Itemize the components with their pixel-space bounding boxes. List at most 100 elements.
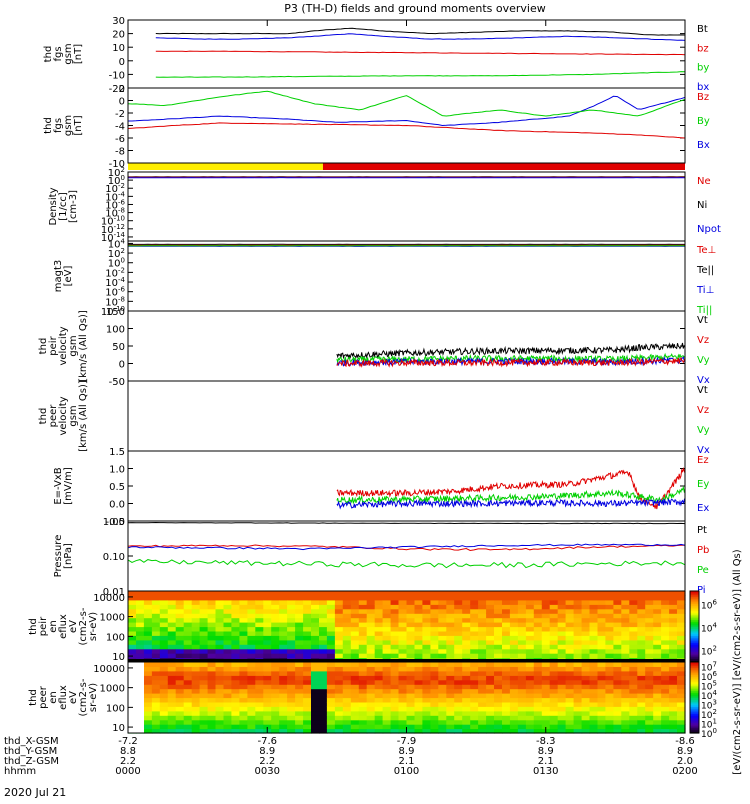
spectrogram-cell [160, 693, 169, 698]
spectrogram-cell [462, 671, 471, 676]
spectrogram-cell [208, 662, 217, 667]
spectrogram-cell [534, 693, 543, 698]
spectrogram-cell [566, 684, 575, 689]
spectrogram-cell [550, 684, 559, 689]
spectrogram-cell [351, 627, 360, 632]
spectrogram-cell [550, 720, 559, 725]
spectrogram-cell [415, 653, 424, 658]
spectrogram-cell [160, 613, 169, 618]
spectrogram-cell [574, 689, 583, 694]
spectrogram-cell [279, 715, 288, 720]
spectrogram-cell [677, 600, 686, 605]
spectrogram-cell [255, 698, 264, 703]
spectrogram-cell [247, 720, 256, 725]
spectrogram-cell [502, 631, 511, 636]
spectrogram-cell [136, 618, 145, 623]
y-tick-label: 30 [112, 16, 125, 27]
spectrogram-cell [271, 622, 280, 627]
spectrogram-cell [677, 627, 686, 632]
spectrogram-cell [375, 715, 384, 720]
colorbar-tick-label: 104 [701, 622, 717, 635]
spectrogram-cell [653, 680, 662, 685]
spectrogram-cell [502, 702, 511, 707]
spectrogram-cell [351, 671, 360, 676]
spectrogram-cell [566, 604, 575, 609]
spectrogram-cell [319, 724, 328, 729]
spectrogram-cell [303, 706, 312, 711]
spectrogram-cell [645, 627, 654, 632]
panel-frame [128, 311, 685, 381]
spectrogram-cell [454, 693, 463, 698]
spectrogram-cell [255, 591, 264, 596]
spectrogram-cell [407, 653, 416, 658]
spectrogram-cell [383, 689, 392, 694]
spectrogram-cell [669, 591, 678, 596]
spectrogram-cell [319, 600, 328, 605]
spectrogram-cell [661, 724, 670, 729]
spectrogram-cell [486, 622, 495, 627]
spectrogram-cell [391, 706, 400, 711]
spectrogram-cell [542, 680, 551, 685]
spectrogram-cell [295, 635, 304, 640]
spectrogram-cell [438, 609, 447, 614]
spectrogram-cell [669, 702, 678, 707]
spectrogram-cell [295, 689, 304, 694]
spectrogram-cell [510, 627, 519, 632]
spectrogram-cell [645, 689, 654, 694]
spectrogram-cell [335, 591, 344, 596]
spectrogram-cell [367, 715, 376, 720]
spectrogram-cell [550, 613, 559, 618]
x-tick-label: 0200 [672, 766, 697, 777]
spectrogram-cell [518, 591, 527, 596]
spectrogram-cell [144, 698, 153, 703]
spectrogram-cell [152, 675, 161, 680]
spectrogram-cell [510, 640, 519, 645]
spectrogram-cell [327, 595, 336, 600]
spectrogram-cell [311, 604, 320, 609]
spectrogram-cell [351, 649, 360, 654]
spectrogram-cell [494, 595, 503, 600]
spectrogram-cell [208, 706, 217, 711]
spectrogram-cell [494, 640, 503, 645]
spectrogram-cell [263, 618, 272, 623]
spectrogram-cell [470, 680, 479, 685]
spectrogram-cell [415, 644, 424, 649]
y-tick-label: 10 [112, 43, 125, 54]
spectrogram-cell [621, 666, 630, 671]
spectrogram-cell [351, 644, 360, 649]
spectrogram-cell [422, 618, 431, 623]
spectrogram-cell [303, 600, 312, 605]
spectrogram-cell [494, 724, 503, 729]
spectrogram-cell [629, 706, 638, 711]
series-bz [156, 51, 685, 55]
spectrogram-cell [494, 680, 503, 685]
spectrogram-cell [303, 684, 312, 689]
spectrogram-cell [128, 609, 137, 614]
spectrogram-cell [144, 675, 153, 680]
spectrogram-cell [224, 684, 233, 689]
spectrogram-cell [287, 702, 296, 707]
spectrogram-cell [454, 640, 463, 645]
spectrogram-cell [287, 635, 296, 640]
spectrogram-cell [343, 631, 352, 636]
spectrogram-cell [367, 680, 376, 685]
date-label: 2020 Jul 21 [4, 786, 66, 799]
spectrogram-cell [653, 675, 662, 680]
spectrogram-cell [391, 698, 400, 703]
spectrogram-cell [422, 689, 431, 694]
spectrogram-cell [542, 666, 551, 671]
spectrogram-cell [391, 680, 400, 685]
spectrogram-cell [438, 689, 447, 694]
spectrogram-cell [176, 680, 185, 685]
spectrogram-cell [136, 613, 145, 618]
spectrogram-cell [383, 640, 392, 645]
spectrogram-cell [200, 720, 209, 725]
spectrogram-cell [271, 591, 280, 596]
spectrogram-cell [430, 724, 439, 729]
spectrogram-cell [247, 662, 256, 667]
spectrogram-cell [470, 622, 479, 627]
spectrogram-cell [415, 627, 424, 632]
spectrogram-cell [582, 600, 591, 605]
spectrogram-cell [494, 635, 503, 640]
